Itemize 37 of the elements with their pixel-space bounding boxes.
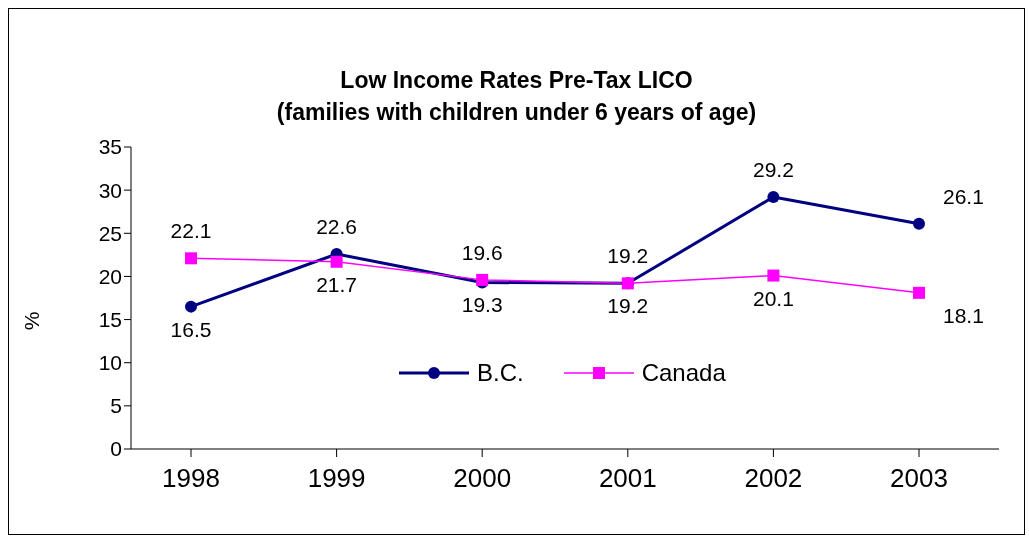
point bbox=[767, 191, 780, 204]
data-label: 21.7 bbox=[316, 272, 358, 296]
data-label: 19.3 bbox=[461, 293, 503, 317]
y-tick-label: 15 bbox=[98, 308, 122, 332]
data-label: 16.5 bbox=[170, 317, 212, 341]
data-label: 29.2 bbox=[752, 158, 794, 182]
y-tick-label: 20 bbox=[98, 264, 122, 288]
y-tick-label: 10 bbox=[98, 351, 122, 375]
x-tick-label: 2003 bbox=[890, 463, 948, 494]
data-label: 26.1 bbox=[943, 184, 984, 208]
y-tick-label: 30 bbox=[98, 178, 122, 202]
chart-title: Low Income Rates Pre-Tax LICO (families with children under 6 years of age) bbox=[275, 66, 758, 127]
y-tick-label: 35 bbox=[98, 135, 122, 159]
data-label: 20.1 bbox=[752, 286, 794, 310]
point bbox=[185, 300, 197, 313]
y-tick-label: 5 bbox=[110, 394, 122, 418]
x-tick-label: 1998 bbox=[162, 463, 220, 494]
data-label: 19.2 bbox=[607, 244, 649, 268]
data-label: 22.6 bbox=[316, 214, 358, 238]
point bbox=[185, 252, 197, 265]
point bbox=[913, 286, 925, 299]
data-label: 19.6 bbox=[461, 240, 503, 264]
point bbox=[330, 255, 343, 268]
data-label: 18.1 bbox=[943, 303, 984, 327]
x-tick-label: 1999 bbox=[307, 463, 366, 494]
x-tick-label: 2000 bbox=[453, 463, 512, 494]
point bbox=[913, 217, 925, 230]
x-tick-label: 2002 bbox=[744, 463, 803, 494]
data-label: 22.1 bbox=[170, 219, 212, 243]
legend-label: B.C. bbox=[477, 359, 524, 387]
y-tick-label: 25 bbox=[98, 221, 122, 245]
y-tick-label: 0 bbox=[110, 437, 122, 461]
legend-label: Canada bbox=[641, 359, 726, 387]
y-axis-title: % bbox=[20, 311, 45, 331]
data-label: 19.2 bbox=[607, 294, 649, 318]
x-tick-label: 2001 bbox=[598, 463, 657, 494]
point bbox=[767, 269, 780, 282]
